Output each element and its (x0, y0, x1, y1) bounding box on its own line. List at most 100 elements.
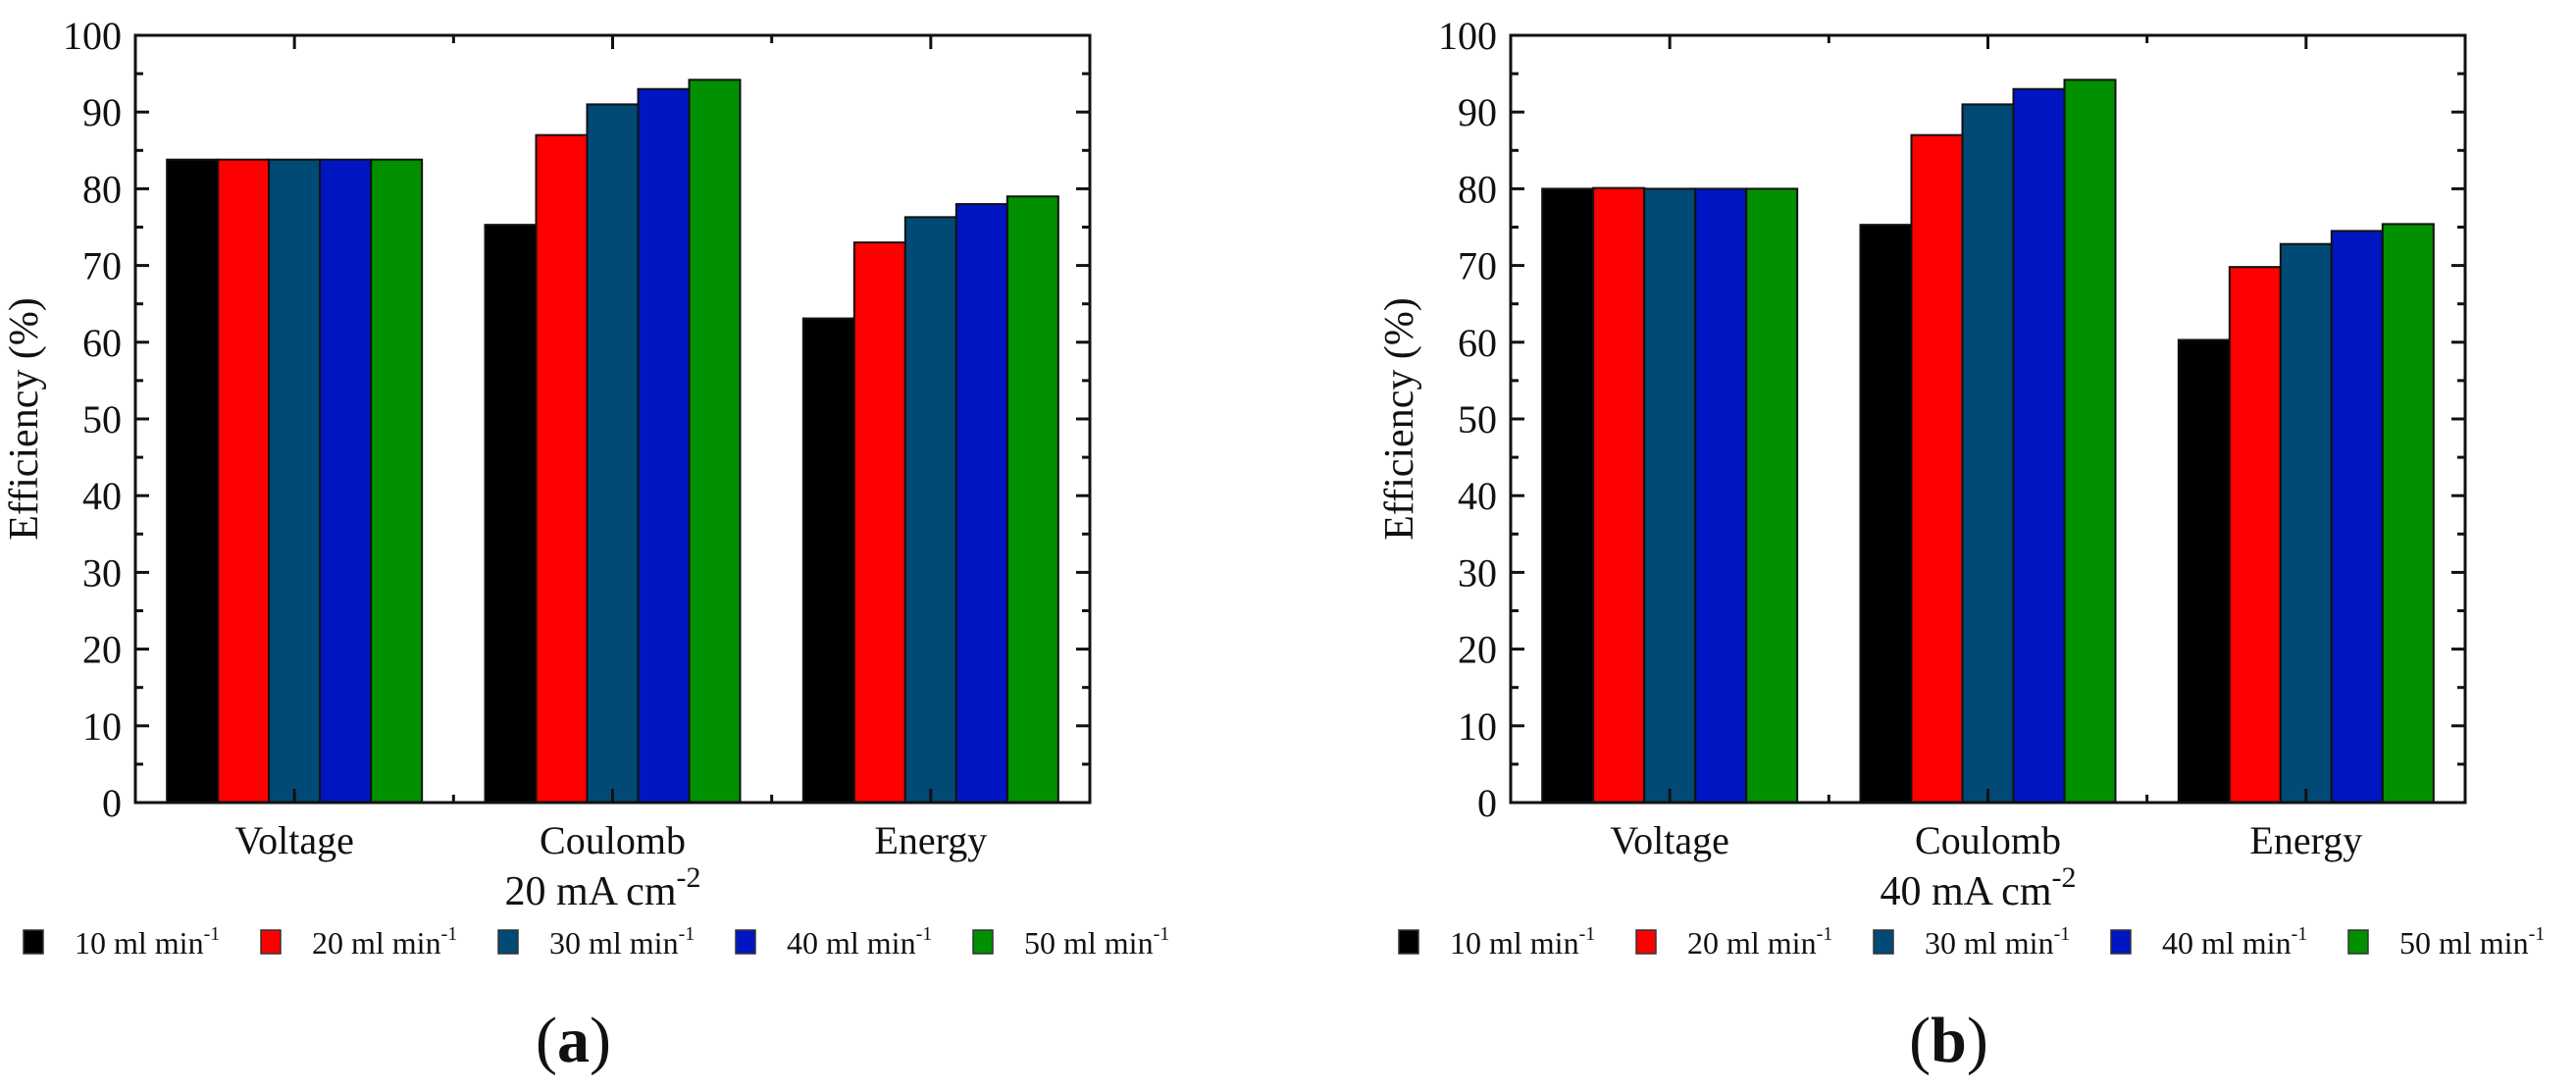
bar-voltage-5 (370, 158, 424, 804)
bar-coulomb-2 (1910, 133, 1964, 805)
y-tick-label: 0 (102, 781, 122, 825)
bar-coulomb-3 (1961, 103, 2015, 804)
bar-voltage-5 (1745, 187, 1799, 804)
legend-label-sup: -1 (204, 923, 221, 945)
legend-label-sup: -1 (441, 923, 458, 945)
legend-swatch-1 (1398, 929, 1419, 955)
y-tick-label: 10 (82, 704, 122, 749)
bar-voltage-4 (319, 158, 373, 804)
legend-label-sup: -1 (1154, 923, 1170, 945)
y-tick-label: 30 (1458, 550, 1497, 595)
panel-label: (a) (536, 1005, 611, 1076)
legend: 10 ml min-1 20 ml min-1 30 ml min-1 40 ml m… (23, 923, 1169, 961)
bar-coulomb-5 (2063, 78, 2117, 804)
panel-label-open: ( (536, 1005, 557, 1076)
legend-label-text: 50 ml min (1024, 925, 1154, 961)
legend-label-sup: -1 (1817, 923, 1833, 945)
y-tick-label: 30 (82, 550, 122, 595)
category-label: Coulomb (540, 818, 686, 862)
legend-swatch-4 (2110, 929, 2132, 955)
y-tick-label: 80 (82, 167, 122, 211)
bar-energy-4 (2330, 230, 2384, 805)
y-tick-label: 20 (82, 628, 122, 672)
panel-label-open: ( (1909, 1005, 1931, 1076)
legend-swatch-5 (972, 929, 994, 955)
y-axis-label: Efficiency (%) (1377, 297, 1422, 541)
legend-label-sup: -1 (2292, 923, 2308, 945)
y-axis-label: Efficiency (%) (2, 297, 47, 541)
y-tick-label: 60 (1458, 321, 1497, 365)
panel-label-letter: a (557, 1005, 590, 1076)
legend-swatch-5 (2347, 929, 2369, 955)
bar-voltage-3 (1643, 187, 1697, 804)
legend-label-2: 20 ml min-1 (1687, 923, 1832, 961)
y-tick-label: 10 (1458, 704, 1497, 749)
y-tick-label: 90 (82, 90, 122, 134)
bar-voltage-2 (1592, 186, 1646, 805)
x-axis-label-main: 20 mA cm (505, 869, 677, 914)
legend-swatch-3 (1873, 929, 1894, 955)
bar-voltage-4 (1694, 187, 1748, 804)
legend-swatch-3 (497, 929, 519, 955)
y-tick-label: 100 (1438, 14, 1497, 58)
y-tick-label: 90 (1458, 90, 1497, 134)
x-axis-label: 40 mA cm-2 (1880, 861, 2077, 914)
bar-coulomb-5 (688, 78, 742, 804)
legend-label-sup: -1 (2054, 923, 2071, 945)
legend-label-3: 30 ml min-1 (1925, 923, 2070, 961)
legend-label-text: 40 ml min (787, 925, 916, 961)
category-label: Coulomb (1915, 818, 2061, 862)
legend-swatch-2 (1635, 929, 1657, 955)
y-tick-label: 70 (82, 244, 122, 288)
legend-label-sup: -1 (1579, 923, 1596, 945)
x-axis-label-main: 40 mA cm (1880, 869, 2052, 914)
bar-coulomb-4 (2012, 87, 2066, 805)
legend-label-4: 40 ml min-1 (2162, 923, 2307, 961)
bar-coulomb-1 (1859, 224, 1913, 805)
bar-coulomb-4 (637, 87, 691, 805)
legend-label-text: 30 ml min (549, 925, 679, 961)
bar-energy-5 (2381, 223, 2435, 804)
legend-swatch-4 (735, 929, 756, 955)
legend: 10 ml min-1 20 ml min-1 30 ml min-1 40 ml m… (1398, 923, 2545, 961)
bar-voltage-1 (166, 158, 220, 804)
panel-label-letter: b (1931, 1005, 1967, 1076)
bar-voltage-2 (217, 158, 271, 804)
chart-panel-b: Voltage Coulomb Energy 0 10 20 30 40 50 60 70 80 90 1… (1377, 14, 2545, 1076)
panel-label: (b) (1909, 1005, 1988, 1076)
bar-energy-1 (2177, 338, 2231, 804)
legend-label-2: 20 ml min-1 (312, 923, 457, 961)
legend-label-1: 10 ml min-1 (75, 923, 220, 961)
legend-label-5: 50 ml min-1 (1024, 923, 1169, 961)
legend-label-text: 40 ml min (2162, 925, 2292, 961)
x-axis-label-sup: -2 (2052, 861, 2077, 894)
bar-energy-5 (1005, 195, 1059, 805)
chart-panel-a: Voltage Coulomb Energy 0 10 20 30 40 50 60 70 80 90 1… (2, 14, 1169, 1076)
legend-label-1: 10 ml min-1 (1450, 923, 1595, 961)
y-tick-label: 40 (82, 474, 122, 518)
legend-swatch-2 (260, 929, 282, 955)
y-tick-label: 20 (1458, 628, 1497, 672)
legend-label-text: 10 ml min (75, 925, 204, 961)
bar-coulomb-3 (586, 103, 640, 804)
legend-label-text: 10 ml min (1450, 925, 1579, 961)
legend-label-text: 50 ml min (2399, 925, 2529, 961)
y-tick-label: 100 (63, 14, 122, 58)
panel-label-close: ) (590, 1005, 611, 1076)
bar-voltage-3 (268, 158, 322, 804)
legend-label-text: 20 ml min (1687, 925, 1817, 961)
legend-label-sup: -1 (679, 923, 696, 945)
legend-label-text: 30 ml min (1925, 925, 2054, 961)
y-tick-label: 0 (1477, 781, 1497, 825)
y-tick-label: 40 (1458, 474, 1497, 518)
category-label: Energy (874, 818, 987, 862)
legend-label-text: 20 ml min (312, 925, 441, 961)
bar-energy-1 (801, 317, 855, 804)
category-label: Voltage (234, 818, 353, 862)
bar-energy-4 (954, 203, 1008, 805)
bar-coulomb-2 (535, 133, 589, 805)
legend-label-sup: -1 (916, 923, 933, 945)
bar-energy-2 (2228, 266, 2282, 804)
y-tick-label: 70 (1458, 244, 1497, 288)
